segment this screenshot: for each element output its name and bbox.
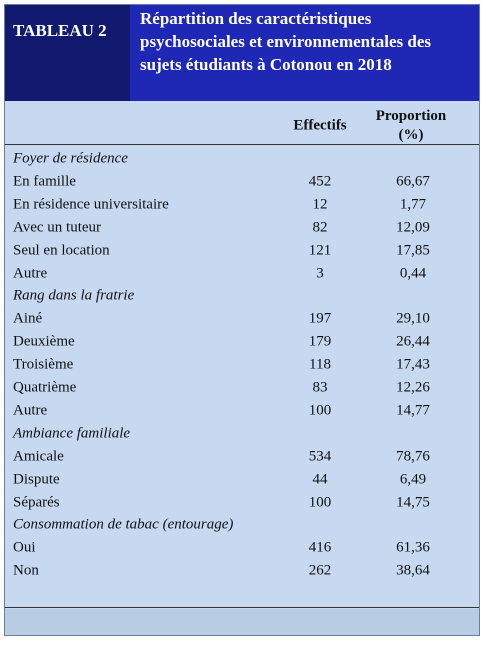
column-header: Proportion (%) bbox=[375, 108, 447, 143]
count: 12 bbox=[312, 196, 328, 213]
row-label: Oui bbox=[13, 539, 36, 556]
row-label: Autre bbox=[13, 265, 48, 281]
row-label: Amicale bbox=[13, 448, 64, 465]
footer-band bbox=[5, 609, 479, 635]
row-label: En famille bbox=[13, 173, 76, 190]
proportion: 78,76 bbox=[396, 448, 430, 465]
count: 3 bbox=[316, 265, 324, 281]
proportion: 12,26 bbox=[396, 379, 430, 396]
proportion: 6,49 bbox=[399, 471, 427, 488]
group-label: Rang dans la fratrie bbox=[13, 287, 135, 304]
count: 118 bbox=[309, 356, 331, 373]
table-title: Répartition des caractéristiques psychos… bbox=[130, 5, 479, 101]
group-label: Consommation de tabac (entourage) bbox=[13, 516, 234, 533]
count: 416 bbox=[308, 539, 332, 556]
proportion: 14,77 bbox=[396, 402, 430, 419]
rule bbox=[5, 144, 479, 145]
count: 179 bbox=[308, 333, 332, 350]
count: 100 bbox=[308, 402, 332, 419]
proportion: 14,75 bbox=[396, 494, 430, 510]
proportion: 61,36 bbox=[396, 539, 430, 556]
count: 452 bbox=[308, 173, 332, 190]
row-label: Seul en location bbox=[13, 242, 110, 259]
proportion: 26,44 bbox=[396, 333, 430, 350]
row-label: Troisième bbox=[13, 356, 74, 373]
group-label: Foyer de résidence bbox=[13, 150, 128, 167]
count: 197 bbox=[308, 310, 332, 327]
group-label: Ambiance familiale bbox=[13, 425, 131, 442]
count: 82 bbox=[312, 219, 328, 236]
row-label: Avec un tuteur bbox=[13, 219, 102, 236]
proportion: 17,85 bbox=[396, 242, 430, 259]
row-label: Deuxième bbox=[13, 333, 75, 350]
row-label: Séparés bbox=[13, 494, 60, 510]
proportion: 1,77 bbox=[399, 196, 427, 213]
rule bbox=[5, 607, 479, 608]
proportion: 38,64 bbox=[396, 562, 430, 579]
proportion: 66,67 bbox=[396, 173, 430, 190]
row-label: En résidence universitaire bbox=[13, 196, 169, 213]
row-label: Autre bbox=[13, 402, 48, 419]
count: 83 bbox=[312, 379, 328, 396]
table: TABLEAU 2 Répartition des caractéristiqu… bbox=[4, 4, 480, 636]
row-label: Ainé bbox=[13, 310, 43, 327]
row-label: Non bbox=[13, 562, 39, 579]
count: 534 bbox=[308, 448, 332, 465]
proportion: 29,10 bbox=[396, 310, 430, 327]
row-label: Quatrième bbox=[13, 379, 77, 396]
count: 100 bbox=[308, 494, 332, 510]
count: 44 bbox=[312, 471, 328, 488]
column-header: Effectifs bbox=[293, 117, 347, 134]
row-label: Dispute bbox=[13, 471, 60, 488]
table-label: TABLEAU 2 bbox=[5, 5, 130, 101]
count: 121 bbox=[308, 242, 332, 259]
proportion: 0,44 bbox=[399, 265, 427, 281]
count: 262 bbox=[308, 562, 332, 579]
proportion: 17,43 bbox=[396, 356, 430, 373]
proportion: 12,09 bbox=[396, 219, 430, 236]
